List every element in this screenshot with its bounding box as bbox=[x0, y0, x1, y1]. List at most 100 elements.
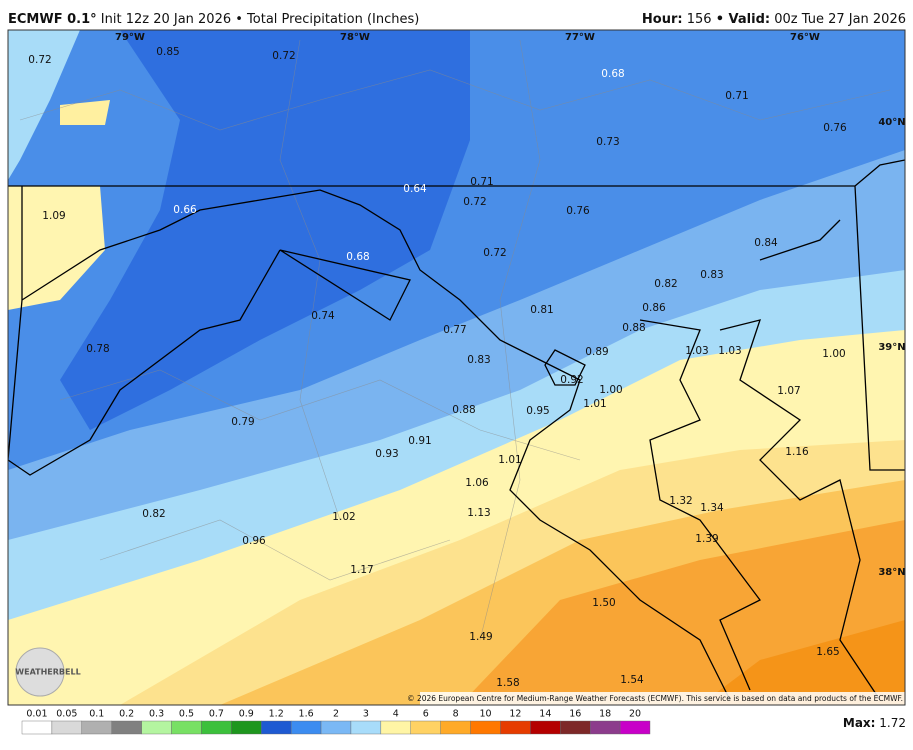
max: Max: 1.72 bbox=[843, 716, 906, 730]
longitude-label: 76°W bbox=[790, 32, 820, 43]
latitude-label: 38°N bbox=[878, 567, 905, 578]
colorbar-swatch bbox=[171, 720, 202, 735]
precip-value: 0.82 bbox=[142, 508, 165, 520]
precip-value: 0.79 bbox=[231, 416, 254, 428]
colorbar-swatch bbox=[290, 720, 322, 735]
band bbox=[60, 30, 470, 430]
precip-value: 0.71 bbox=[725, 90, 748, 102]
colorbar-label: 0.1 bbox=[89, 709, 104, 720]
wv-border bbox=[8, 249, 411, 476]
colorbar-swatch bbox=[589, 720, 621, 735]
precip-value: 1.03 bbox=[685, 345, 708, 357]
precip-value: 0.95 bbox=[526, 405, 549, 417]
band bbox=[60, 100, 110, 125]
precip-value: 0.88 bbox=[452, 404, 475, 416]
colorbar-swatch bbox=[111, 720, 142, 735]
colorbar-label: 4 bbox=[393, 709, 399, 720]
colorbar-label: 10 bbox=[479, 709, 491, 720]
colorbar-label: 12 bbox=[509, 709, 521, 720]
colorbar-label: 20 bbox=[629, 709, 641, 720]
colorbar-swatch bbox=[350, 720, 382, 735]
state-border bbox=[8, 159, 905, 471]
logo-text: WEATHERBELL bbox=[15, 668, 80, 677]
copyright: © 2026 European Centre for Medium-Range … bbox=[407, 694, 903, 703]
colorbar-label: 8 bbox=[453, 709, 459, 720]
potomac bbox=[21, 186, 731, 701]
colorbar-label: 0.01 bbox=[26, 709, 47, 720]
colorbar-label: 0.3 bbox=[149, 709, 164, 720]
precip-value: 1.06 bbox=[465, 477, 489, 489]
max-label: Max: bbox=[843, 716, 876, 730]
precip-value: 0.64 bbox=[403, 183, 427, 195]
colorbar-label: 0.9 bbox=[239, 709, 254, 720]
header-right: Hour: 156 • Valid: 00z Tue 27 Jan 2026 bbox=[642, 12, 906, 27]
colorbar-swatch bbox=[440, 720, 471, 735]
colorbar-swatch bbox=[619, 720, 651, 735]
precip-value: 1.13 bbox=[467, 507, 490, 519]
precip-value: 0.72 bbox=[272, 50, 295, 62]
band bbox=[8, 186, 105, 310]
colorbar-swatch bbox=[500, 720, 531, 735]
precip-value: 1.34 bbox=[700, 502, 724, 514]
colorbar-swatch bbox=[320, 720, 352, 735]
precip-value: 1.50 bbox=[592, 597, 615, 609]
precip-value: 1.54 bbox=[620, 674, 644, 686]
hour-label: Hour: bbox=[642, 12, 683, 27]
precip-value: 0.92 bbox=[560, 374, 583, 386]
colorbar-label: 3 bbox=[363, 709, 369, 720]
precip-value: 0.76 bbox=[566, 205, 590, 217]
header-left: ECMWF 0.1° Init 12z 20 Jan 2026 • Total … bbox=[8, 12, 419, 27]
colorbar-label: 0.2 bbox=[119, 709, 134, 720]
colorbar-label: 18 bbox=[599, 709, 611, 720]
precip-value: 1.32 bbox=[669, 495, 692, 507]
map: 0.72 0.85 0.72 0.68 0.71 0.76 0.73 0.64 0.71 0.72… bbox=[8, 30, 905, 705]
precip-value: 1.58 bbox=[496, 677, 519, 689]
precip-value: 0.74 bbox=[311, 310, 335, 322]
precip-value: 1.07 bbox=[777, 385, 800, 397]
colorbar-swatch bbox=[410, 720, 441, 735]
colorbar-label: 0.5 bbox=[179, 709, 194, 720]
precip-value: 0.68 bbox=[346, 251, 369, 263]
colorbar-label: 2 bbox=[333, 709, 339, 720]
map-frame bbox=[7, 29, 906, 706]
colorbar-swatch bbox=[380, 720, 411, 735]
precip-value: 0.81 bbox=[530, 304, 553, 316]
precip-value: 1.65 bbox=[816, 646, 839, 658]
precip-value: 0.91 bbox=[408, 435, 431, 447]
colorbar-swatch bbox=[530, 720, 561, 735]
precip-value: 0.85 bbox=[156, 46, 179, 58]
county-lines bbox=[19, 39, 891, 641]
precip-value: 0.89 bbox=[585, 346, 608, 358]
precip-value: 1.00 bbox=[599, 384, 622, 396]
chesapeake bbox=[639, 219, 881, 701]
colorbar-label: 1.2 bbox=[269, 709, 284, 720]
precip-value: 0.83 bbox=[700, 269, 723, 281]
colorbar-label: 0.7 bbox=[209, 709, 224, 720]
logo: WEATHERBELL bbox=[15, 647, 81, 697]
precip-value: 0.72 bbox=[463, 196, 486, 208]
colorbar-label: 0.05 bbox=[56, 709, 77, 720]
precip-value: 0.83 bbox=[467, 354, 490, 366]
precip-value: 0.66 bbox=[173, 204, 197, 216]
copyright-bg bbox=[420, 692, 905, 705]
colorbar-label: 6 bbox=[423, 709, 429, 720]
longitude-label: 79°W bbox=[115, 32, 145, 43]
precip-value: 1.01 bbox=[583, 398, 606, 410]
precip-value: 1.01 bbox=[498, 454, 521, 466]
precip-value: 0.86 bbox=[642, 302, 666, 314]
precip-value: 1.17 bbox=[350, 564, 373, 576]
precip-value: 1.03 bbox=[718, 345, 741, 357]
precip-value: 0.93 bbox=[375, 448, 398, 460]
precip-value: 1.09 bbox=[42, 210, 65, 222]
band bbox=[700, 620, 905, 705]
colorbar-swatch bbox=[81, 720, 112, 735]
colorbar-swatch bbox=[141, 720, 172, 735]
precip-value: 0.96 bbox=[242, 535, 266, 547]
precip-value: 0.77 bbox=[443, 324, 466, 336]
description: Init 12z 20 Jan 2026 • Total Precipitati… bbox=[101, 12, 420, 27]
longitude-label: 77°W bbox=[565, 32, 595, 43]
colorbar-swatch bbox=[201, 720, 232, 735]
precip-value: 1.00 bbox=[822, 348, 845, 360]
colorbar-swatch bbox=[261, 720, 292, 735]
